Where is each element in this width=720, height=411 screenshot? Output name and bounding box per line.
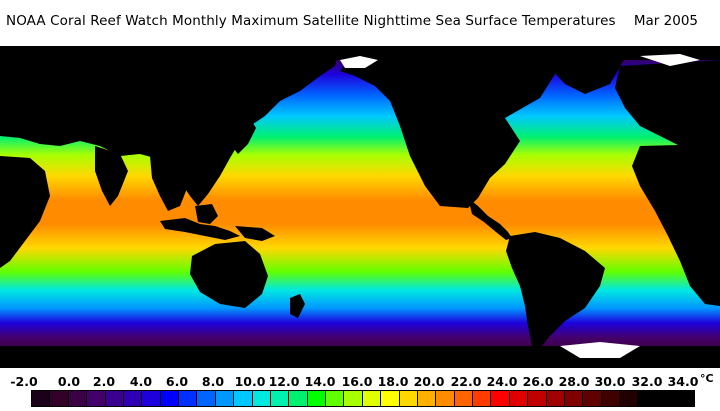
africa-landmass: [632, 144, 720, 306]
colorbar-swatch: [87, 391, 106, 406]
legend-tick: 26.0: [522, 374, 554, 389]
colorbar-swatch: [160, 391, 179, 406]
colorbar-swatch: [105, 391, 124, 406]
colorbar-swatch: [50, 391, 69, 406]
map-date: Mar 2005: [633, 13, 698, 29]
colorbar-swatch: [564, 391, 584, 406]
temperature-legend: -2.0 0.0 2.0 4.0 6.0 8.0 10.0 12.0 14.0 …: [0, 368, 720, 411]
antarctic-ice-edge: [560, 342, 640, 358]
antarctic-region: [0, 346, 720, 368]
legend-tick: 14.0: [304, 374, 336, 389]
legend-tick: 20.0: [413, 374, 445, 389]
colorbar-swatch: [546, 391, 565, 406]
colorbar-swatch: [344, 391, 363, 406]
colorbar-swatch: [381, 391, 400, 406]
colorbar-swatch: [123, 391, 143, 406]
new-guinea-island: [235, 226, 275, 241]
colorbar-swatch: [528, 391, 547, 406]
eurasia-landmass: [0, 46, 340, 206]
australia-landmass: [190, 241, 268, 308]
colorbar-swatch: [601, 391, 620, 406]
legend-tick: 10.0: [234, 374, 266, 389]
colorbar-swatch: [362, 391, 382, 406]
legend-tick: 18.0: [377, 374, 409, 389]
colorbar-swatch: [656, 391, 676, 406]
colorbar-swatch: [197, 391, 216, 406]
colorbar-swatch: [583, 391, 602, 406]
sea-surface-temperature-map: [0, 46, 720, 368]
legend-tick: 32.0: [631, 374, 663, 389]
colorbar-swatch: [509, 391, 529, 406]
colorbar-swatch: [675, 391, 694, 406]
colorbar-swatch: [620, 391, 639, 406]
colorbar-swatch: [289, 391, 308, 406]
legend-tick: 28.0: [558, 374, 590, 389]
legend-tick: 34.0: [667, 374, 699, 389]
southeast-asia-landmass: [150, 156, 188, 211]
colorbar-swatch: [179, 391, 198, 406]
legend-tick: 4.0: [129, 374, 153, 389]
colorbar-swatch: [638, 391, 657, 406]
south-america-landmass: [506, 232, 605, 348]
greenland-landmass: [545, 48, 625, 94]
legend-tick: 22.0: [450, 374, 482, 389]
colorbar-swatch: [473, 391, 492, 406]
colorbar-swatch: [32, 391, 51, 406]
legend-tick: -2.0: [10, 374, 38, 389]
india-landmass: [95, 146, 128, 206]
temperature-colorbar: [31, 390, 695, 407]
legend-tick: 2.0: [92, 374, 116, 389]
arctic-ice-patch-east: [640, 54, 700, 66]
borneo-island: [195, 204, 218, 224]
colorbar-swatch: [270, 391, 290, 406]
arctic-ice-patch: [340, 56, 378, 68]
legend-tick: 12.0: [268, 374, 300, 389]
colorbar-swatch: [417, 391, 437, 406]
legend-tick: 30.0: [594, 374, 626, 389]
north-america-landmass: [340, 46, 720, 208]
japan-islands: [232, 118, 256, 154]
colorbar-swatch: [215, 391, 235, 406]
legend-unit: °C: [700, 372, 714, 385]
legend-tick: 16.0: [341, 374, 373, 389]
colorbar-swatch: [436, 391, 455, 406]
africa-east-landmass: [0, 156, 50, 268]
legend-tick: 6.0: [165, 374, 189, 389]
colorbar-swatch: [68, 391, 88, 406]
legend-tick: 8.0: [201, 374, 225, 389]
legend-tick: 0.0: [57, 374, 81, 389]
legend-tick: 24.0: [486, 374, 518, 389]
central-america-landmass: [468, 198, 512, 240]
indonesia-islands: [160, 218, 240, 240]
map-title: NOAA Coral Reef Watch Monthly Maximum Sa…: [6, 13, 616, 29]
colorbar-swatch: [326, 391, 345, 406]
colorbar-swatch: [454, 391, 473, 406]
colorbar-swatch: [307, 391, 326, 406]
europe-west-landmass: [615, 60, 720, 158]
header: NOAA Coral Reef Watch Monthly Maximum Sa…: [0, 0, 720, 46]
colorbar-swatch: [234, 391, 253, 406]
colorbar-swatch: [399, 391, 418, 406]
new-zealand-islands: [290, 294, 305, 318]
colorbar-swatch: [142, 391, 161, 406]
colorbar-swatch: [252, 391, 271, 406]
colorbar-swatch: [491, 391, 510, 406]
